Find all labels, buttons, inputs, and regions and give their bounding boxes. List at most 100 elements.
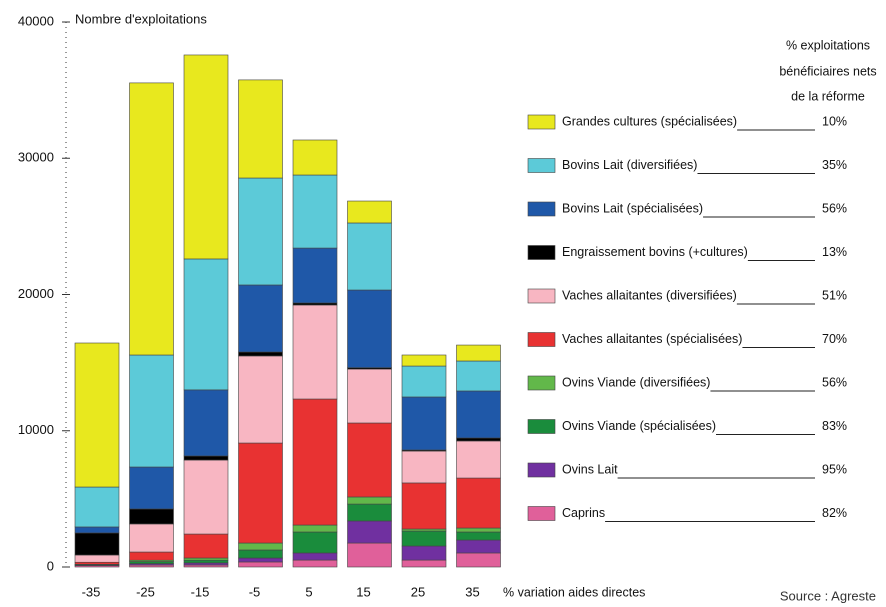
bar-segment — [292, 139, 338, 176]
bar-segment — [401, 559, 447, 568]
bar-segment — [183, 258, 229, 391]
bar-segment — [456, 531, 501, 541]
bar-segment — [456, 477, 501, 529]
bar-segment — [129, 564, 174, 568]
legend-share: 82% — [822, 506, 847, 520]
bar-segment — [74, 526, 120, 534]
legend-swatch — [527, 419, 556, 434]
y-tick-label: 10000 — [18, 422, 54, 437]
bar-segment — [129, 466, 174, 510]
legend-share: 56% — [822, 375, 847, 389]
bar-segment — [129, 508, 174, 525]
bar-segment — [238, 79, 283, 179]
x-tick-label: -15 — [191, 584, 210, 599]
y-tick-label: 40000 — [18, 13, 54, 28]
bar-segment — [347, 520, 392, 544]
bar-segment — [183, 557, 229, 561]
legend-label: Ovins Lait — [562, 462, 618, 476]
bar-segment — [183, 389, 229, 457]
x-tick-label: 15 — [356, 584, 370, 599]
bar-segment — [238, 549, 283, 559]
legend-label: Bovins Lait (spécialisées) — [562, 201, 703, 215]
bar-segment — [456, 360, 501, 392]
bar-segment — [238, 557, 283, 563]
x-axis-label: % variation aides directes — [503, 585, 645, 599]
bar-segment — [401, 396, 447, 451]
bar-segment — [238, 351, 283, 357]
bar-segment — [401, 365, 447, 398]
y-tick-label: 0 — [47, 558, 54, 573]
bar-segment — [456, 552, 501, 568]
bar-segment — [401, 482, 447, 530]
bar-segment — [74, 554, 120, 563]
bar-segment — [292, 304, 338, 400]
bar-segment — [292, 302, 338, 306]
bar-segment — [183, 562, 229, 566]
legend-swatch — [527, 201, 556, 217]
bar-segment — [74, 532, 120, 556]
bar-segment — [401, 530, 447, 547]
bar-segment — [74, 561, 120, 565]
legend-swatch — [527, 114, 556, 130]
bar-segment — [129, 523, 174, 553]
legend-share: 95% — [822, 462, 847, 476]
x-tick-label: 35 — [465, 584, 479, 599]
bar-segment — [347, 503, 392, 522]
y-axis-label: Nombre d'exploitations — [75, 11, 207, 26]
source: Source : Agreste — [780, 588, 876, 603]
legend-swatch — [527, 158, 556, 173]
bar-segment — [292, 524, 338, 533]
y-tick-label: 30000 — [18, 150, 54, 165]
x-tick-label: 25 — [411, 584, 425, 599]
bar-segment — [238, 177, 283, 286]
bar-segment — [347, 422, 392, 498]
bar-segment — [238, 542, 283, 551]
legend-label: Vaches allaitantes (diversifiées) — [562, 288, 737, 302]
bar-segment — [129, 354, 174, 468]
legend-share: 70% — [822, 332, 847, 346]
bar-segment — [456, 527, 501, 533]
bar-segment — [347, 542, 392, 568]
legend-label: Ovins Viande (diversifiées) — [562, 375, 710, 389]
bar-segment — [347, 289, 392, 368]
legend-share: 51% — [822, 288, 847, 302]
x-tick-label: -35 — [82, 584, 101, 599]
bar-segment — [347, 368, 392, 424]
bar-segment — [292, 552, 338, 561]
bar-segment — [401, 354, 447, 367]
bar-segment — [456, 390, 501, 439]
bar-segment — [183, 559, 229, 564]
bar-segment — [401, 545, 447, 561]
bar-segment — [238, 355, 283, 444]
legend-swatch — [527, 506, 556, 521]
bar-segment — [347, 222, 392, 291]
legend-swatch — [527, 375, 556, 391]
legend-swatch — [527, 288, 556, 304]
legend-share: 13% — [822, 245, 847, 259]
x-tick-label: -25 — [136, 584, 155, 599]
x-tick-label: -5 — [249, 584, 261, 599]
legend-share: 10% — [822, 114, 847, 128]
bar-segment — [74, 486, 120, 528]
bar-segment — [292, 174, 338, 249]
legend-share: 83% — [822, 419, 847, 433]
bar-segment — [183, 455, 229, 461]
bar-segment — [238, 442, 283, 544]
legend-share: 35% — [822, 158, 847, 172]
legend-label: Ovins Viande (spécialisées) — [562, 419, 716, 433]
legend-title: bénéficiaires nets — [779, 64, 876, 78]
bar-segment — [401, 450, 447, 484]
x-tick-label: 5 — [305, 584, 312, 599]
bar-segment — [129, 551, 174, 561]
bar-segment — [292, 398, 338, 526]
bar-segment — [183, 533, 229, 559]
bar-segment — [183, 459, 229, 535]
bar-segment — [183, 564, 229, 568]
bar-segment — [238, 284, 283, 353]
bar-segment — [292, 531, 338, 554]
bar-segment — [347, 496, 392, 505]
legend-title: de la réforme — [791, 89, 865, 103]
bar-segment — [456, 440, 501, 479]
legend-swatch — [527, 462, 556, 478]
